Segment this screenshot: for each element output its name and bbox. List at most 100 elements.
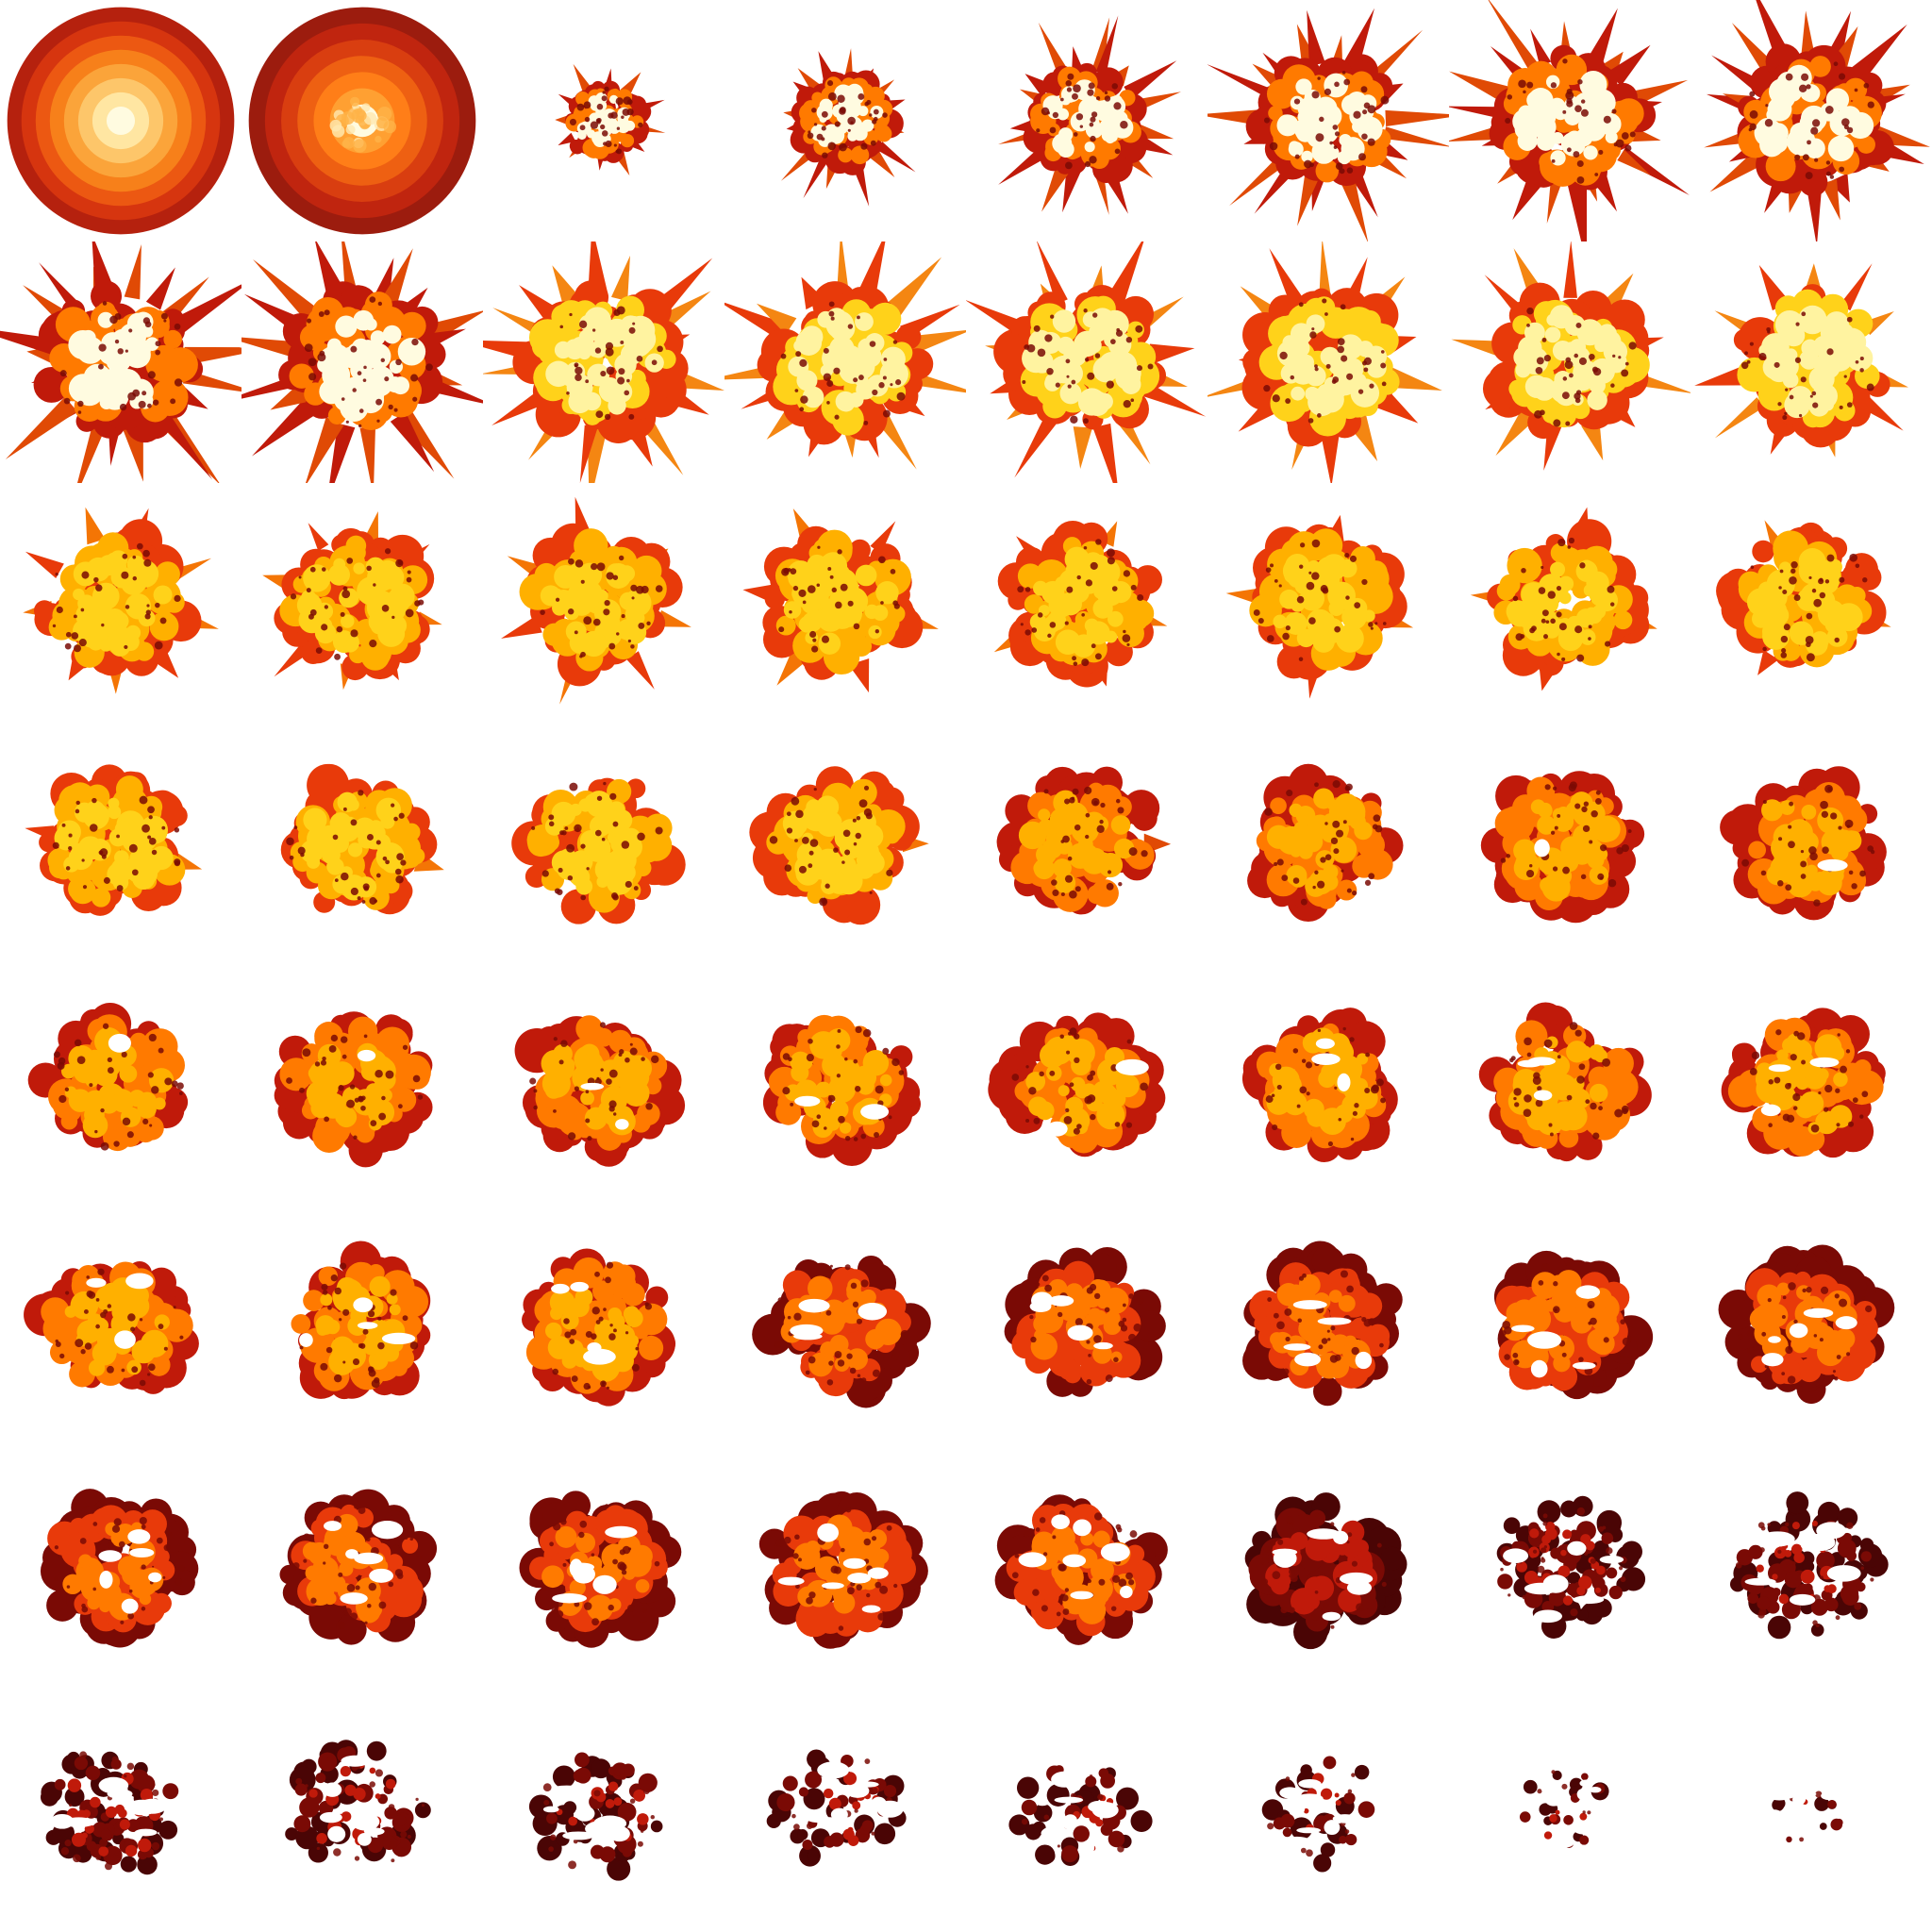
ember-speck: [1357, 389, 1364, 394]
ember-speck: [1096, 824, 1105, 833]
ember-speck: [1825, 160, 1831, 165]
ember-speck: [1311, 91, 1320, 99]
ember-speck: [78, 639, 87, 647]
ember-speck: [163, 319, 167, 323]
ember-speck: [1095, 539, 1102, 545]
explosion-frame-graphic: [23, 507, 219, 694]
explosion-frame: [966, 0, 1208, 242]
ember-speck: [1325, 363, 1331, 369]
ember-speck: [321, 624, 328, 631]
hot-core-blob: [153, 585, 173, 605]
ember-speck: [1558, 623, 1567, 631]
explosion-frame: [1449, 483, 1690, 724]
ember-speck: [1107, 870, 1112, 874]
ember-speck: [1125, 336, 1133, 343]
hot-core-blob: [357, 576, 386, 606]
hot-core-blob: [855, 564, 877, 587]
hot-core-blob: [1834, 833, 1847, 846]
ember-speck: [791, 796, 800, 806]
hot-core-blob: [594, 857, 621, 883]
ember-speck: [155, 341, 161, 347]
ember-speck: [59, 370, 67, 377]
ember-speck: [778, 626, 785, 633]
ember-speck: [1085, 812, 1091, 818]
hot-core-blob: [1530, 103, 1557, 130]
ember-speck: [1109, 339, 1116, 344]
ember-speck: [1541, 609, 1549, 617]
flame-spike: [1269, 248, 1306, 309]
ember-speck: [1580, 874, 1587, 880]
ember-speck: [74, 644, 82, 653]
ember-speck: [125, 605, 130, 609]
hot-core-blob: [303, 564, 331, 592]
ember-speck: [1332, 125, 1339, 130]
ember-speck: [1122, 634, 1131, 642]
ember-speck: [1605, 641, 1611, 647]
ember-speck: [869, 891, 873, 894]
ember-speck: [1543, 634, 1549, 640]
ember-speck: [1324, 88, 1332, 96]
hot-core-blob: [1826, 625, 1848, 647]
flame-spike: [1365, 29, 1424, 86]
ember-speck: [632, 322, 636, 325]
hot-core-blob: [89, 601, 113, 625]
flame-spike: [803, 156, 829, 199]
ember-speck: [824, 883, 830, 889]
ember-speck: [1545, 620, 1550, 625]
ember-speck: [369, 640, 377, 648]
ember-speck: [1286, 790, 1293, 797]
flame-spike: [1711, 55, 1762, 92]
ember-speck: [1314, 364, 1318, 369]
ember-speck: [1778, 837, 1783, 841]
hot-core-blob: [819, 98, 833, 112]
hot-core-blob: [387, 376, 404, 393]
ember-speck: [1568, 537, 1575, 544]
ember-speck: [1022, 380, 1026, 384]
ember-speck: [1595, 798, 1602, 805]
ember-speck: [1521, 568, 1526, 574]
hot-core-blob: [329, 812, 352, 835]
ember-speck: [1292, 877, 1300, 884]
flame-spike: [1093, 168, 1109, 215]
ember-speck: [1561, 391, 1570, 400]
hot-core-blob: [1097, 99, 1115, 118]
hot-core-blob: [1587, 390, 1607, 410]
hot-core-blob: [347, 842, 363, 858]
ember-speck: [116, 834, 120, 839]
fire-blob: [1352, 854, 1376, 878]
core-speck: [361, 103, 371, 112]
hot-core-blob: [1094, 575, 1121, 601]
ember-speck: [882, 409, 891, 418]
ember-speck: [847, 324, 854, 329]
ember-speck: [1104, 91, 1108, 95]
ember-speck: [558, 867, 563, 874]
flame-spike: [1037, 242, 1068, 305]
ember-speck: [1561, 657, 1566, 661]
hot-core-blob: [820, 364, 834, 377]
hot-core-blob: [1558, 591, 1572, 605]
ember-speck: [114, 312, 122, 320]
hot-core-blob: [582, 391, 602, 411]
flame-spike: [870, 521, 896, 554]
ember-speck: [1862, 577, 1868, 583]
hot-core-blob: [380, 565, 405, 590]
hot-core-blob: [1798, 305, 1827, 335]
ember-speck: [1130, 398, 1135, 403]
ember-speck: [878, 382, 885, 389]
ember-speck: [1373, 814, 1381, 823]
ember-speck: [1304, 159, 1312, 169]
hot-core-blob: [787, 560, 815, 588]
ember-speck: [826, 80, 834, 87]
hot-core-blob: [1757, 117, 1779, 140]
ember-speck: [1352, 891, 1357, 896]
hot-core-blob: [1827, 135, 1855, 162]
ember-speck: [618, 555, 625, 561]
explosion-frame: [483, 242, 724, 483]
hot-core-blob: [634, 592, 651, 609]
ember-speck: [1778, 586, 1782, 590]
hot-core-blob: [577, 130, 587, 141]
ember-speck: [1380, 362, 1387, 369]
hot-core-blob: [97, 311, 114, 328]
ember-speck: [601, 95, 608, 102]
ember-speck: [1764, 119, 1774, 127]
